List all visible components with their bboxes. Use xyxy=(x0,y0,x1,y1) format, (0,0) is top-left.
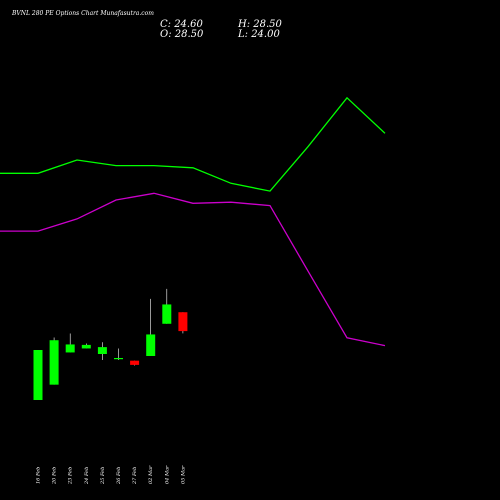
x-tick-label: 04 Mar xyxy=(164,465,170,484)
overlay-line-2 xyxy=(0,192,386,347)
candles xyxy=(33,288,188,400)
x-tick-label: 26 Feb xyxy=(116,467,122,485)
candle xyxy=(49,337,59,385)
overlay-line-1 xyxy=(0,96,386,192)
candle xyxy=(81,343,91,349)
x-tick-label: 24 Feb xyxy=(84,467,90,485)
x-tick-label: 27 Feb xyxy=(132,467,138,485)
candle xyxy=(65,333,75,353)
candle-body xyxy=(162,304,172,324)
open-label: O: 28.50 xyxy=(160,29,204,40)
candle xyxy=(178,312,188,334)
candle-body xyxy=(114,358,123,360)
high-label: H: 28.50 xyxy=(237,19,283,30)
candle-body xyxy=(130,360,140,365)
candle-body xyxy=(81,344,91,349)
candle xyxy=(33,350,43,400)
overlay-lines xyxy=(0,96,386,347)
x-tick-label: 05 Mar xyxy=(180,465,186,484)
candle-body xyxy=(49,340,59,385)
candle-body xyxy=(65,344,75,353)
x-tick-label: 02 Mar xyxy=(148,465,154,484)
x-tick-label: 23 Feb xyxy=(68,467,74,485)
candle-body xyxy=(146,334,156,356)
candle xyxy=(114,348,123,360)
candle-body xyxy=(178,312,188,332)
x-axis-ticks: 16 Feb 20 Feb 23 Feb 24 Feb 25 Feb 26 Feb 27 F… xyxy=(36,465,187,485)
low-label: L: 24.00 xyxy=(237,29,280,40)
x-tick-label: 25 Feb xyxy=(100,467,106,485)
close-label: C: 24.60 xyxy=(160,19,203,30)
candle xyxy=(146,298,156,356)
candle-body xyxy=(97,347,107,354)
candle-body xyxy=(33,350,43,400)
candle xyxy=(130,360,140,366)
candle xyxy=(97,342,107,360)
candle xyxy=(162,288,172,324)
x-tick-label: 20 Feb xyxy=(52,467,58,485)
chart-title: BVNL 280 PE Options Chart Munafasutra.co… xyxy=(11,10,154,17)
x-tick-label: 16 Feb xyxy=(36,467,42,484)
